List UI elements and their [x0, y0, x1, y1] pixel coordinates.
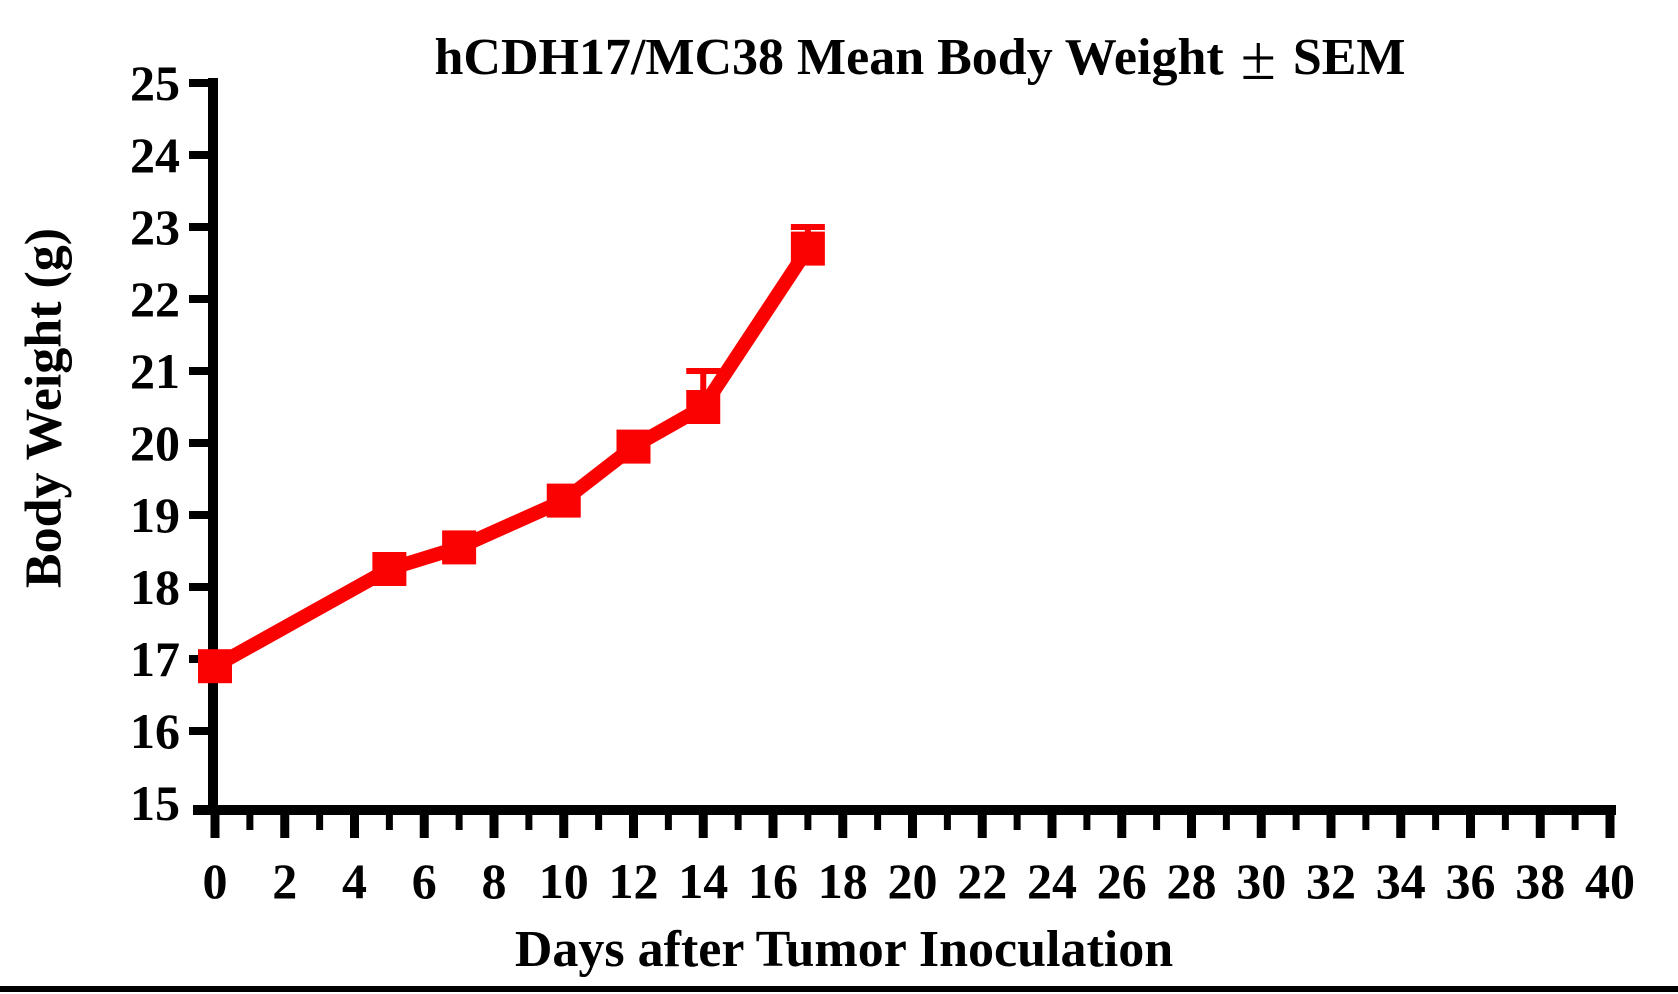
data-point-marker: [686, 390, 721, 424]
x-tick-label: 6: [412, 853, 437, 909]
series-line: [211, 244, 814, 673]
data-point-marker: [372, 552, 407, 586]
x-tick-label: 38: [1515, 853, 1565, 909]
series-body-weight: [198, 224, 825, 684]
y-tick-label: 19: [130, 487, 180, 543]
data-point-marker: [198, 649, 232, 684]
x-tick-label: 14: [678, 853, 728, 909]
y-tick-label: 17: [130, 631, 180, 687]
y-tick-label: 18: [130, 559, 180, 615]
y-tick-label: 23: [130, 199, 180, 255]
x-tick-label: 32: [1306, 853, 1356, 909]
data-point-marker: [546, 483, 581, 518]
chart-title: hCDH17/MC38 Mean Body Weight ± SEM: [220, 26, 1620, 90]
chart-title-suffix: SEM: [1292, 29, 1406, 86]
x-tick-label: 36: [1446, 853, 1496, 909]
x-tick-label: 30: [1236, 853, 1286, 909]
y-tick-label: 20: [130, 415, 180, 471]
x-tick-label: 4: [342, 853, 367, 909]
x-axis: 0 2 4 6 8 10 12 14 16 18 20 22 24 26 28 30 32 34 36 38 40: [193, 805, 1635, 909]
x-tick-label: 22: [957, 853, 1007, 909]
y-tick-label: 16: [130, 703, 180, 759]
chart-title-prefix: hCDH17/MC38 Mean Body Weight: [434, 29, 1224, 86]
x-tick-label: 18: [818, 853, 868, 909]
x-tick-label: 12: [609, 853, 659, 909]
data-point-marker: [442, 530, 477, 565]
x-tick-label: 0: [203, 853, 228, 909]
x-tick-label: 20: [888, 853, 938, 909]
x-tick-label: 26: [1097, 853, 1147, 909]
x-tick-label: 34: [1376, 853, 1426, 909]
y-tick-label: 22: [130, 271, 180, 327]
y-tick-label: 21: [130, 343, 180, 399]
y-tick-label: 25: [130, 55, 180, 111]
x-tick-label: 24: [1027, 853, 1077, 909]
plus-minus-symbol: ±: [1240, 22, 1276, 93]
bottom-border-line: [0, 986, 1678, 992]
y-axis: 15 16 17 18 19 20 21 22 23 24 25: [130, 55, 218, 831]
y-tick-label: 24: [130, 127, 180, 183]
x-tick-label: 40: [1585, 853, 1635, 909]
x-tick-label: 2: [272, 853, 297, 909]
x-tick-label: 16: [748, 853, 798, 909]
data-point-marker: [790, 231, 825, 266]
data-point-marker: [616, 429, 651, 464]
x-tick-label: 28: [1167, 853, 1217, 909]
x-axis-label: Days after Tumor Inoculation: [514, 921, 1174, 978]
y-tick-label: 15: [130, 775, 180, 831]
x-tick-label: 8: [482, 853, 507, 909]
x-tick-label: 10: [539, 853, 589, 909]
